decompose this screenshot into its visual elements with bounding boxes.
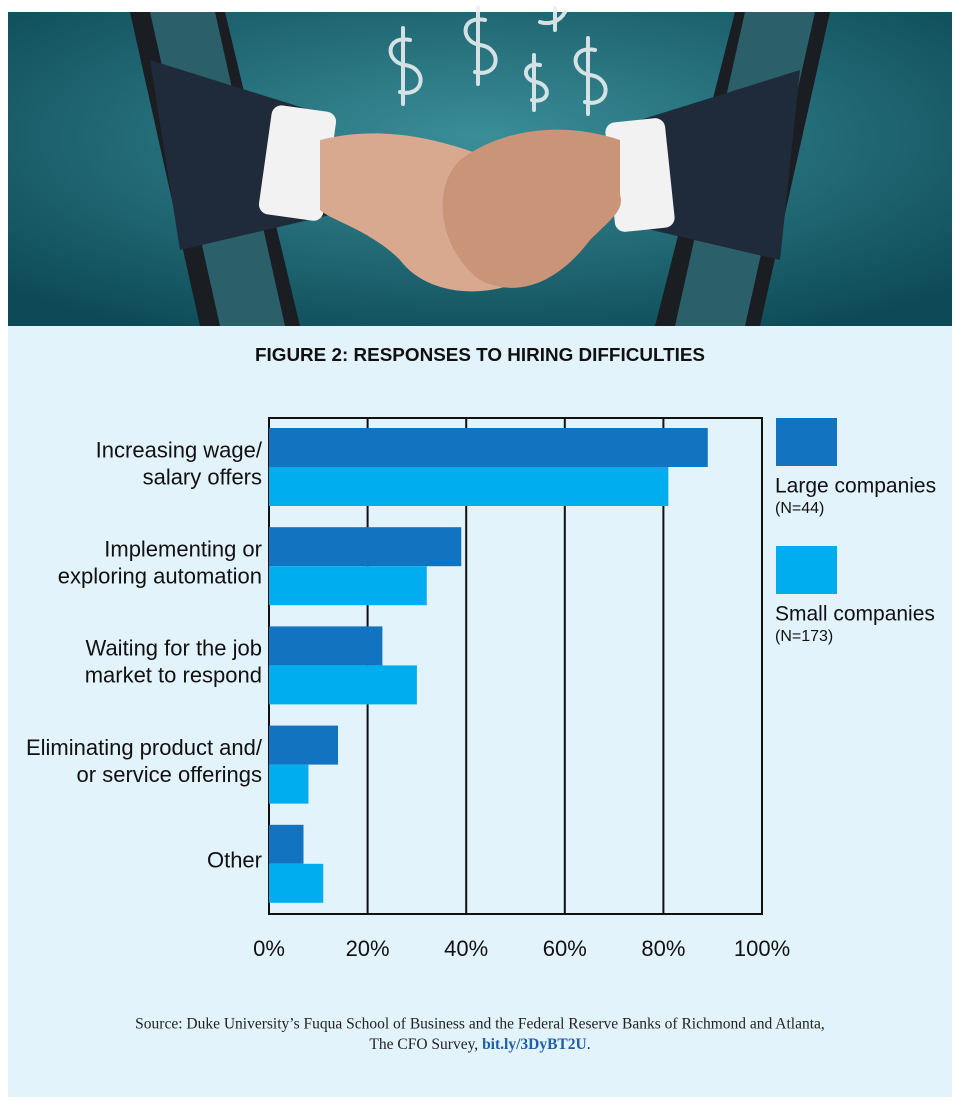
- source-link[interactable]: bit.ly/3DyBT2U: [482, 1036, 587, 1053]
- source-text: The CFO Survey, bit.ly/3DyBT2U.: [369, 1036, 590, 1053]
- x-tick-label: 80%: [641, 936, 685, 961]
- legend-swatch: [776, 418, 837, 466]
- bar: [269, 626, 383, 666]
- bar: [269, 725, 339, 765]
- legend-swatch: [776, 546, 837, 594]
- x-tick-label: 20%: [346, 936, 390, 961]
- legend-label: Large companies: [775, 475, 936, 498]
- y-tick-label: Eliminating product and/: [26, 735, 263, 760]
- chart-title: FIGURE 2: RESPONSES TO HIRING DIFFICULTI…: [255, 345, 705, 365]
- y-tick-label: salary offers: [143, 464, 262, 489]
- source-text: The CFO Survey,: [369, 1036, 482, 1053]
- bar: [269, 467, 669, 506]
- legend-label: Small companies: [775, 603, 935, 626]
- legend-note: (N=44): [775, 500, 824, 517]
- y-tick-label: Increasing wage/: [96, 437, 263, 462]
- y-tick-label: Waiting for the job: [86, 636, 263, 661]
- bar: [269, 824, 304, 864]
- x-tick-label: 60%: [543, 936, 587, 961]
- x-tick-label: 0%: [253, 936, 285, 961]
- source-text: Source: Duke University’s Fuqua School o…: [135, 1016, 825, 1033]
- y-tick-label: exploring automation: [58, 564, 262, 589]
- x-tick-label: 100%: [734, 936, 790, 961]
- bar: [269, 428, 708, 467]
- bar: [269, 566, 427, 606]
- bar: [269, 764, 309, 804]
- y-tick-label: Implementing or: [104, 537, 262, 562]
- bar: [269, 527, 462, 567]
- bar: [269, 863, 324, 903]
- bar: [269, 665, 417, 705]
- y-tick-label: Other: [207, 848, 262, 873]
- header-photo: [8, 6, 952, 326]
- plot-area: 0% 20% 40% 60% 80% 100% Increasing wage/salary…: [26, 417, 790, 961]
- legend-note: (N=173): [775, 628, 833, 645]
- y-tick-label: or service offerings: [77, 762, 262, 787]
- y-tick-label: market to respond: [85, 663, 262, 688]
- source-text: .: [587, 1036, 591, 1053]
- x-tick-label: 40%: [444, 936, 488, 961]
